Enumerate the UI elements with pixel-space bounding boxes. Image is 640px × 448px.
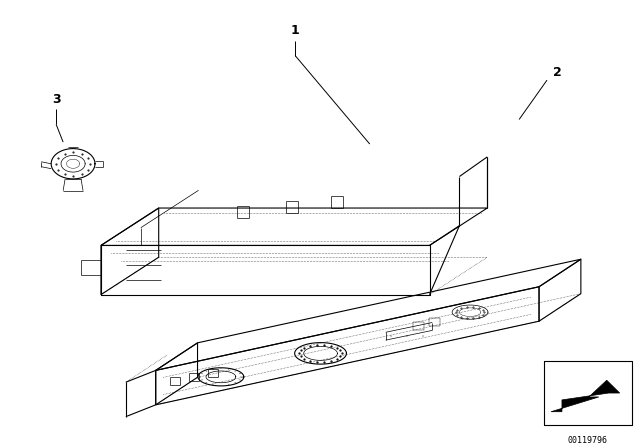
Text: 00119796: 00119796 [568,436,608,445]
Polygon shape [551,380,620,412]
Text: 3: 3 [52,93,60,106]
Text: 2: 2 [552,66,561,79]
Text: 1: 1 [291,24,300,38]
